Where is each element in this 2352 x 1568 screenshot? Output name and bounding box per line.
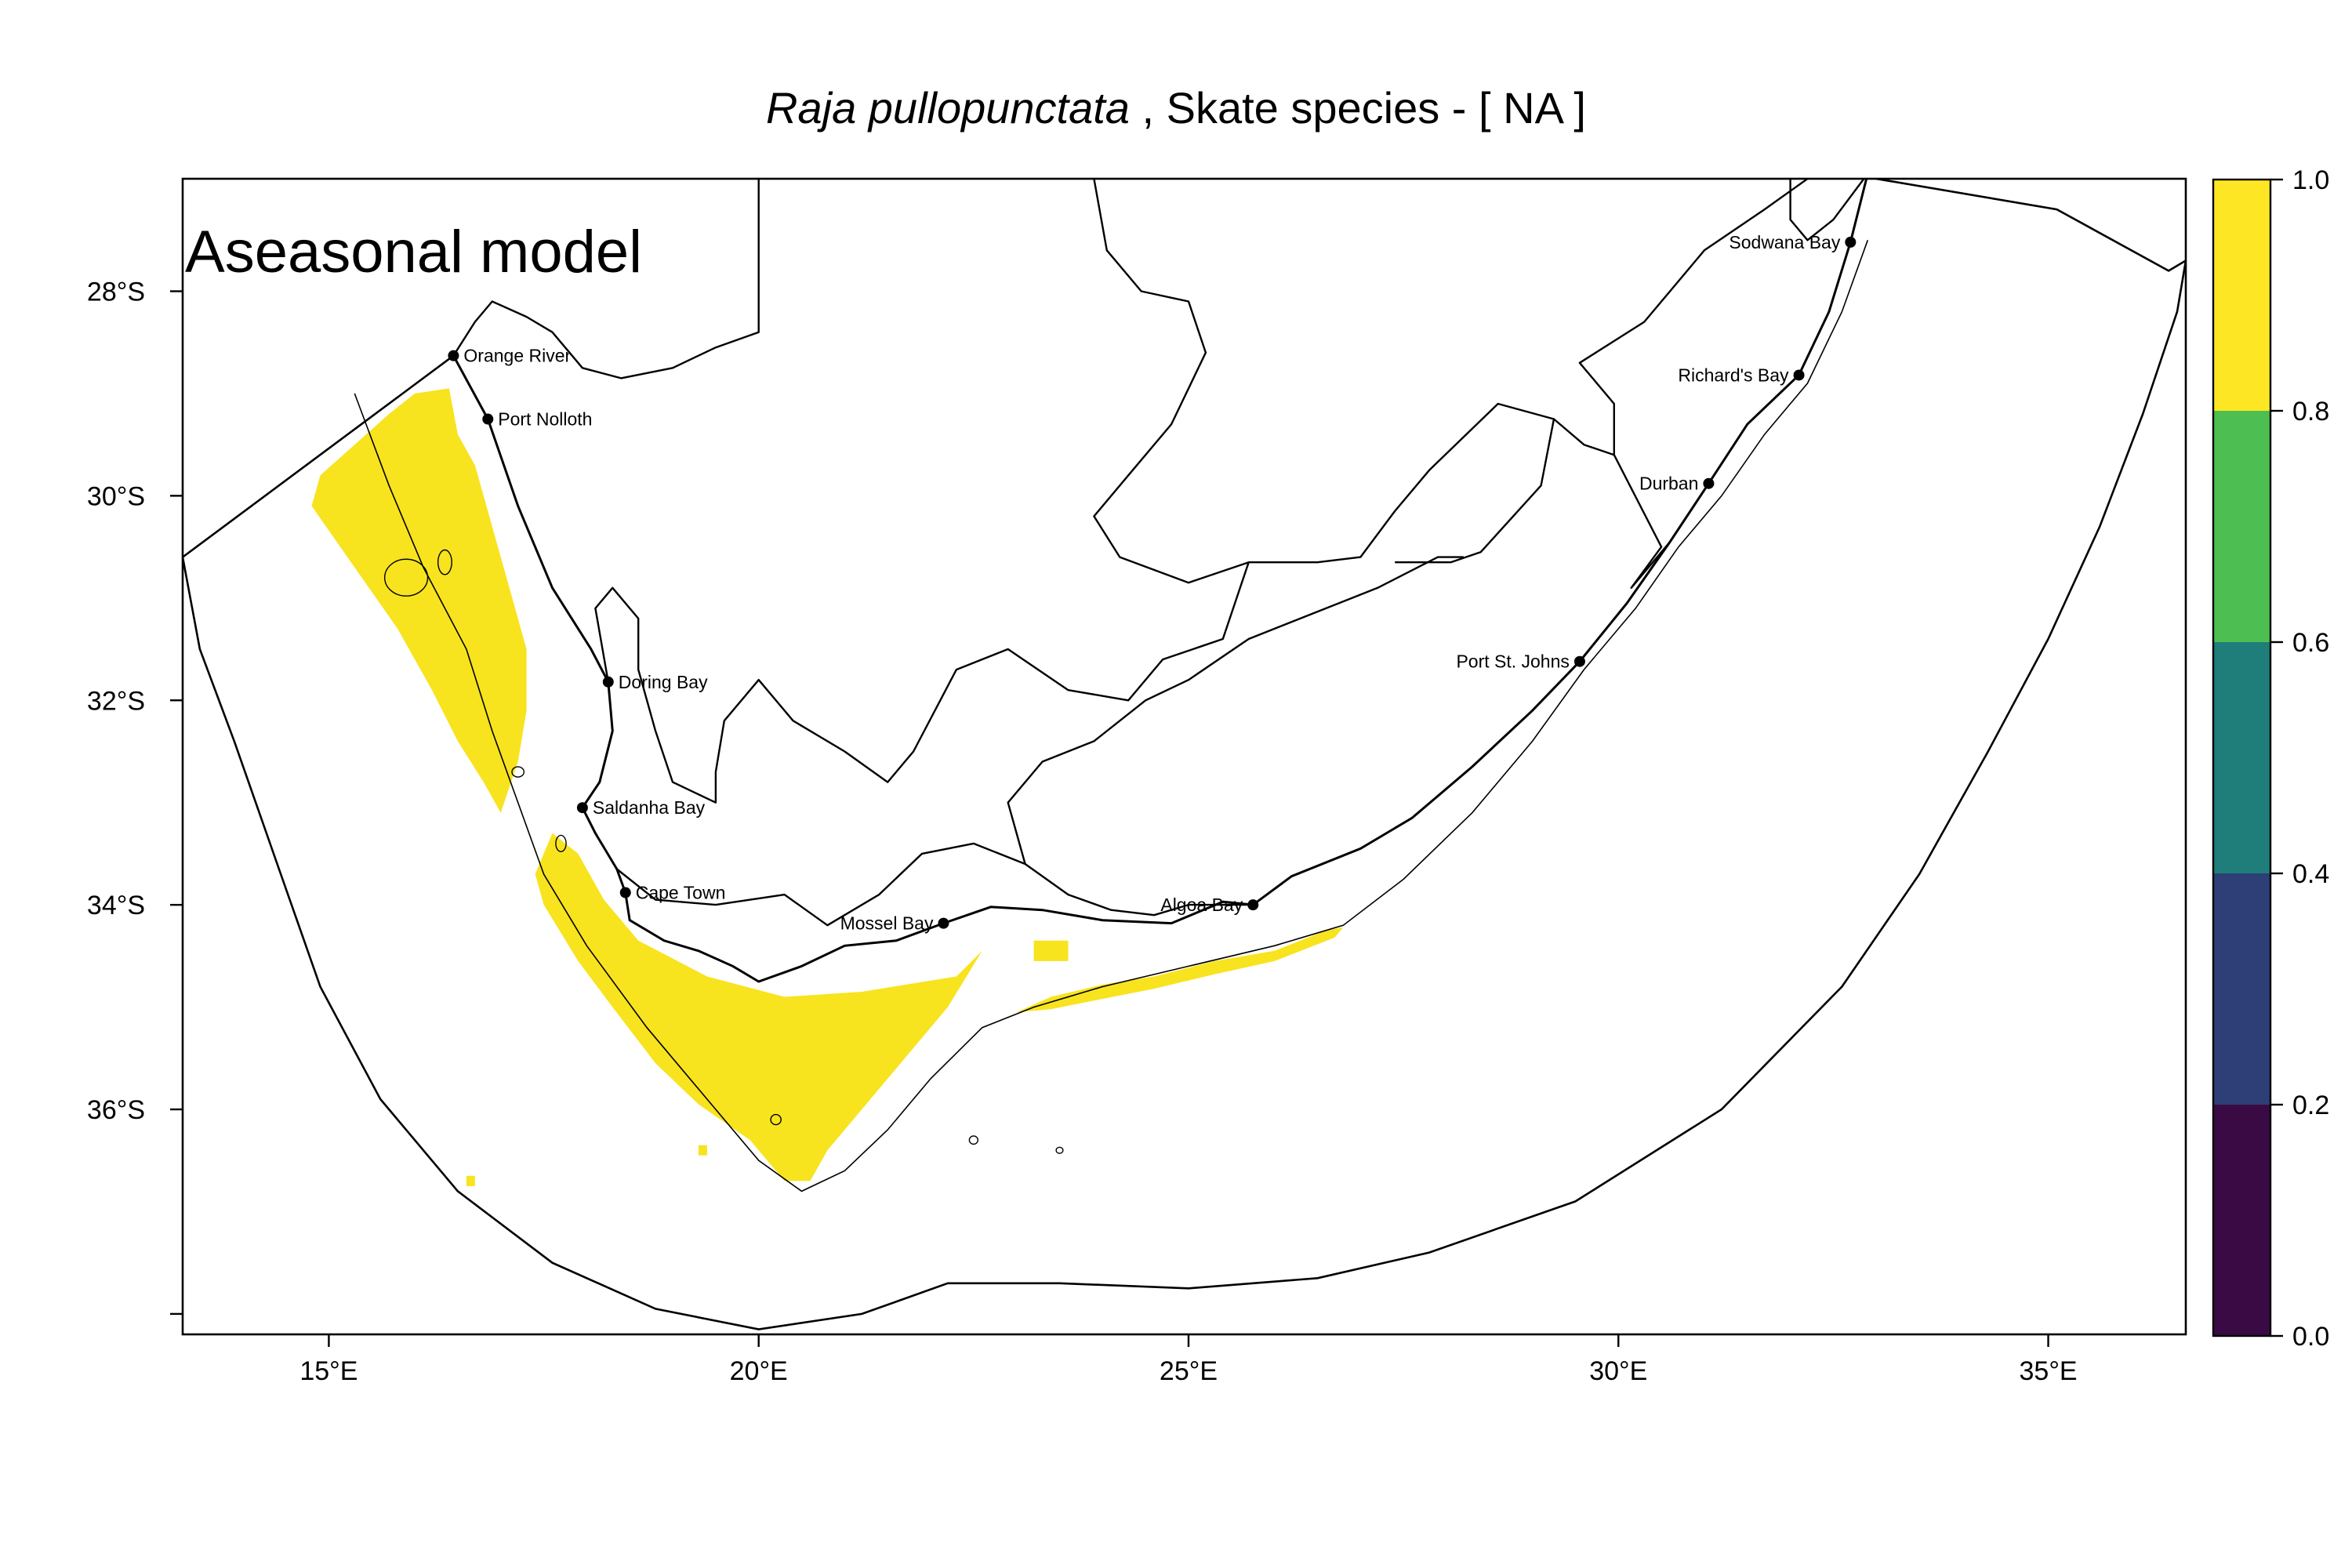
province-border-4: [616, 842, 1254, 927]
algoa-bay-label: Algoa Bay: [1160, 895, 1243, 915]
map-layers: [183, 179, 2186, 1330]
colorbar-tick-label: 1.0: [2292, 165, 2329, 195]
x-tick-label: 30°E: [1589, 1356, 1647, 1386]
province-border-2: [1093, 179, 1555, 584]
title-suffix: , Skate species - [ NA ]: [1129, 83, 1586, 132]
x-tick-label: 15°E: [299, 1356, 358, 1386]
colorbar-tick-label: 0.0: [2292, 1322, 2329, 1352]
richard-s-bay-label: Richard's Bay: [1678, 365, 1789, 385]
sodwana-bay-label: Sodwana Bay: [1729, 232, 1840, 252]
x-tick-label: 25°E: [1160, 1356, 1218, 1386]
contour-3: [511, 766, 525, 778]
y-tick-label: 28°S: [87, 277, 145, 307]
species-name: Raja pullopunctata: [766, 83, 1130, 132]
colorbar-tick-label: 0.2: [2292, 1091, 2329, 1120]
colorbar-segment-3: [2213, 642, 2270, 873]
province-border-5: [1007, 556, 1464, 865]
eez-boundary: [183, 179, 2186, 1330]
cape-town-dot: [619, 887, 631, 898]
cape-agulhas-shelf-patch: [535, 833, 982, 1181]
colorbar-segment-5: [2213, 180, 2270, 411]
colorbar-tick-label: 0.8: [2292, 397, 2329, 426]
durban-dot: [1703, 477, 1715, 489]
model-label: Aseasonal model: [185, 219, 643, 285]
y-tick-label: 34°S: [87, 891, 145, 920]
province-border-1: [452, 179, 760, 379]
algoa-bay-dot: [1247, 899, 1259, 911]
colorbar-segment-2: [2213, 873, 2270, 1105]
x-tick-label: 35°E: [2020, 1356, 2078, 1386]
sodwana-bay-dot: [1845, 236, 1857, 248]
port-st-johns-dot: [1573, 655, 1585, 667]
y-tick-label: 36°S: [87, 1095, 145, 1125]
doring-bay-label: Doring Bay: [619, 672, 708, 692]
colorbar-tick-label: 0.6: [2292, 628, 2329, 658]
contour-7: [1055, 1146, 1064, 1154]
province-border-7: [1578, 179, 1809, 456]
port-st-johns-label: Port St. Johns: [1456, 652, 1569, 672]
bank-speck-1: [1033, 940, 1069, 961]
province-border-8: [1789, 179, 1865, 241]
contour-1: [383, 558, 429, 597]
contour-6: [968, 1135, 979, 1145]
province-border-3: [594, 561, 1250, 804]
saldanha-bay-dot: [576, 802, 588, 814]
contour-2: [437, 549, 452, 575]
y-tick-label: 30°S: [87, 481, 145, 511]
doring-bay-dot: [602, 676, 614, 688]
chart-title: Raja pullopunctata , Skate species - [ N…: [0, 82, 2352, 133]
mossel-bay-dot: [938, 917, 949, 929]
colorbar-tick-label: 0.4: [2292, 859, 2329, 889]
contour-5: [770, 1113, 782, 1126]
plot-frame: [181, 177, 2187, 1336]
richard-s-bay-dot: [1793, 369, 1805, 381]
west-coast-shelf-patch: [311, 388, 527, 813]
port-nolloth-dot: [482, 413, 494, 425]
port-nolloth-label: Port Nolloth: [498, 409, 592, 430]
cape-town-label: Cape Town: [636, 882, 726, 902]
mossel-bay-label: Mossel Bay: [840, 913, 934, 934]
province-border-6: [1553, 418, 1671, 589]
colorbar-segment-4: [2213, 411, 2270, 642]
contour-4: [555, 834, 567, 853]
isobath-line: [354, 240, 1869, 1192]
orange-river-dot: [448, 350, 459, 361]
bank-speck-2: [698, 1145, 707, 1156]
orange-river-label: Orange River: [463, 346, 571, 366]
bank-speck-3: [466, 1175, 475, 1186]
agulhas-bank-edge-patch: [1016, 927, 1344, 1013]
durban-label: Durban: [1639, 474, 1698, 494]
y-tick-label: 32°S: [87, 686, 145, 716]
saldanha-bay-label: Saldanha Bay: [593, 797, 706, 818]
x-tick-label: 20°E: [730, 1356, 788, 1386]
colorbar-segment-1: [2213, 1105, 2270, 1336]
colorbar-frame: [2212, 178, 2272, 1338]
